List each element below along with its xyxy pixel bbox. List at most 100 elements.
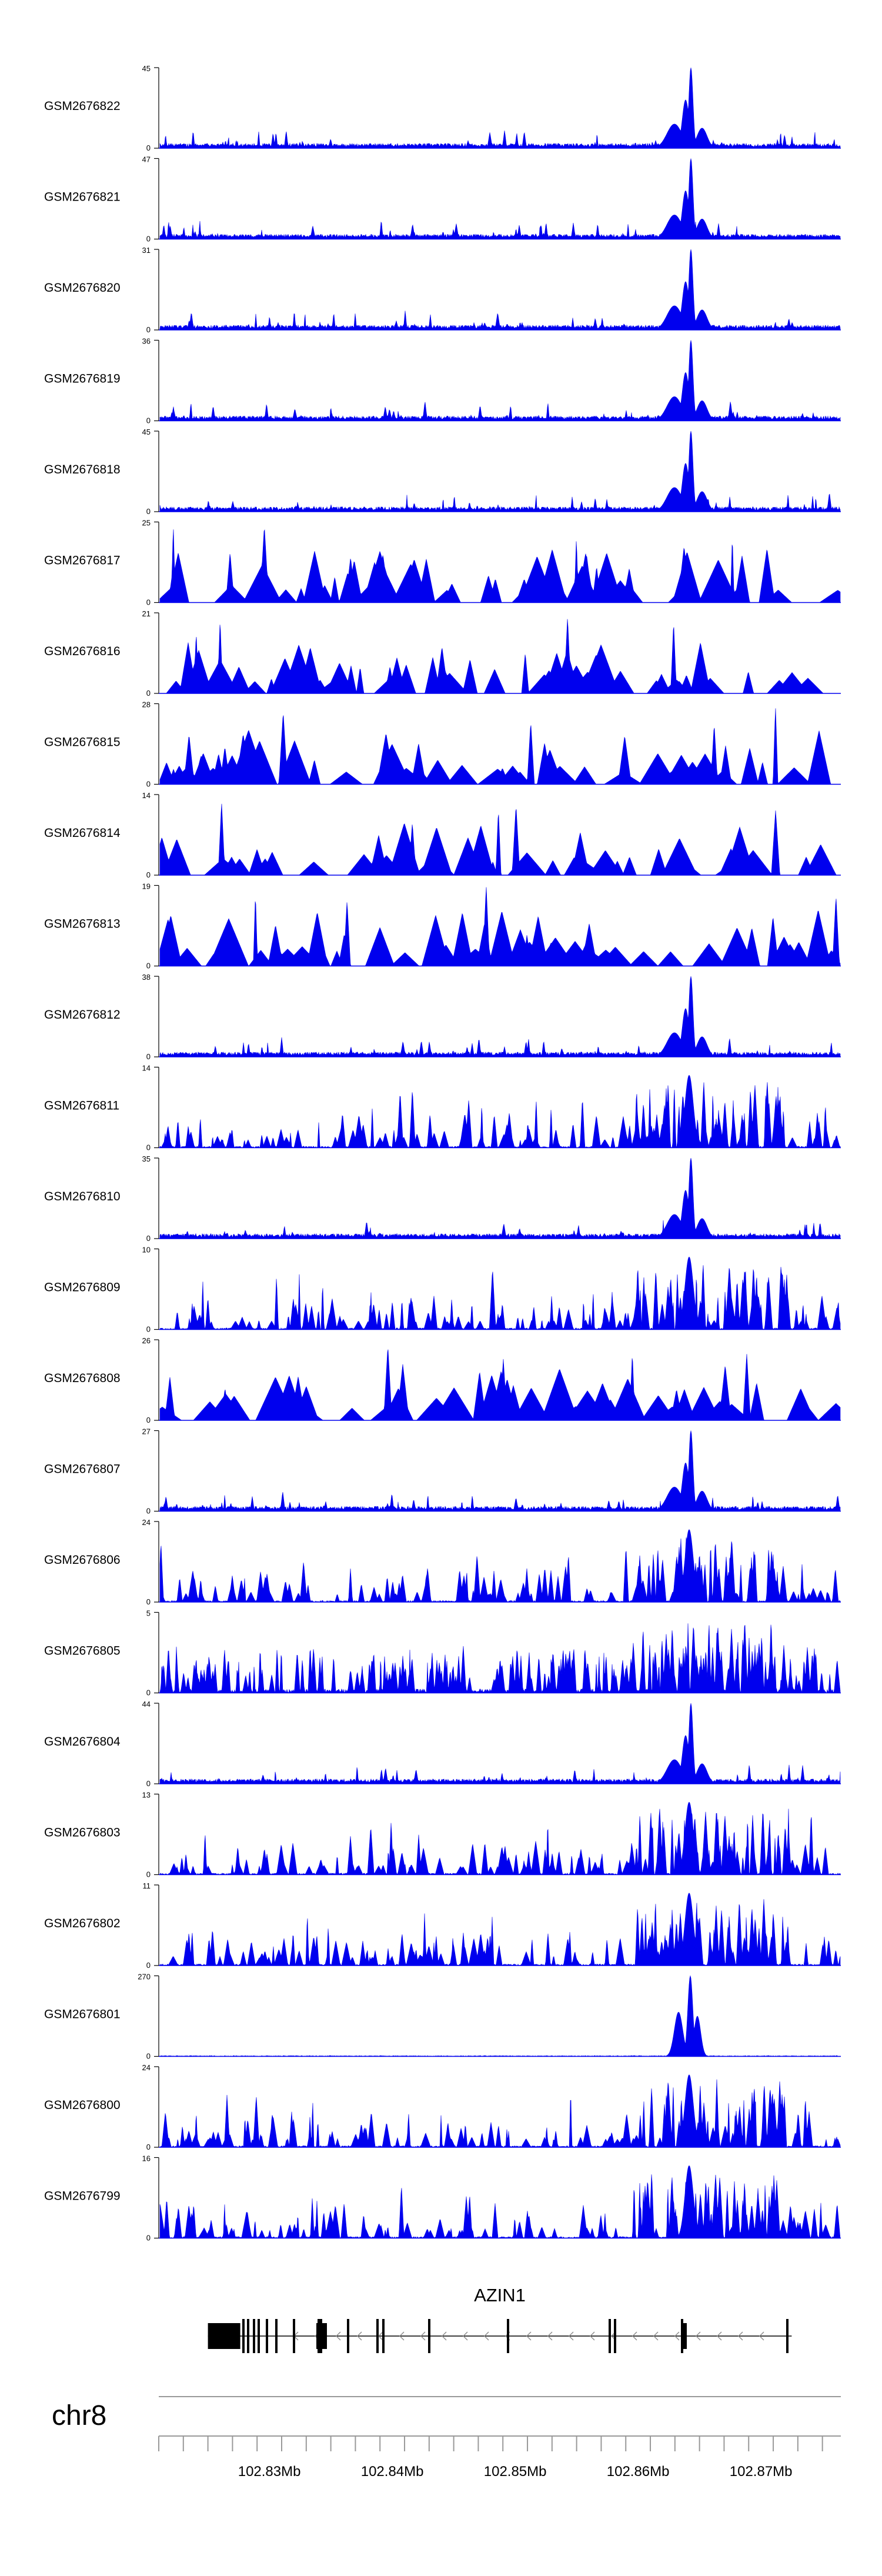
track-ymin-label: 0: [146, 1597, 151, 1606]
strand-arrow: [463, 2331, 468, 2341]
track-ymax-label: 31: [142, 246, 151, 255]
strand-arrow: [399, 2331, 405, 2341]
track-ymax-label: 45: [142, 428, 151, 436]
coverage-area: [159, 2074, 841, 2148]
track-label: GSM2676804: [44, 1735, 121, 1749]
gene-exon: [786, 2319, 789, 2353]
strand-arrow: [759, 2331, 764, 2341]
track-ymin-label: 0: [146, 1416, 151, 1424]
track-GSM2676800: GSM2676800 24 0: [44, 2063, 841, 2151]
gene-model: [208, 2319, 792, 2353]
strand-arrow: [442, 2331, 447, 2341]
coverage-area: [159, 803, 840, 876]
track-ymin-label: 0: [146, 1234, 151, 1243]
track-label: GSM2676812: [44, 1008, 121, 1022]
coverage-area: [159, 340, 841, 421]
track-GSM2676811: GSM2676811 14 0: [44, 1064, 841, 1152]
gene-exon: [347, 2319, 349, 2353]
gene-exon: [507, 2319, 509, 2353]
track-GSM2676802: GSM2676802 11 0: [44, 1881, 841, 1970]
strand-arrow: [336, 2331, 341, 2341]
track-label: GSM2676822: [44, 99, 121, 113]
track-label: GSM2676820: [44, 281, 121, 295]
track-GSM2676803: GSM2676803 13 0: [44, 1791, 841, 1879]
gene-exon: [614, 2319, 616, 2353]
track-ymin-label: 0: [146, 780, 151, 789]
track-ymax-label: 28: [142, 700, 151, 709]
track-GSM2676809: GSM2676809 10 0: [44, 1246, 841, 1334]
strand-arrow: [569, 2331, 574, 2341]
track-label: GSM2676815: [44, 736, 121, 749]
track-label: GSM2676818: [44, 463, 121, 476]
strand-arrow: [357, 2331, 362, 2341]
tick-label: 102.87Mb: [730, 2464, 793, 2480]
track-ymax-label: 13: [142, 1791, 151, 1800]
track-ymin-label: 0: [146, 1052, 151, 1061]
strand-arrow: [420, 2331, 426, 2341]
track-ymax-label: 38: [142, 973, 151, 982]
coverage-area: [159, 158, 841, 239]
coverage-area: [159, 1430, 841, 1511]
track-ymax-label: 10: [142, 1246, 151, 1254]
track-GSM2676815: GSM2676815 28 0: [44, 700, 841, 789]
coverage-area: [159, 67, 841, 149]
coverage-area: [159, 1075, 841, 1149]
track-ymax-label: 14: [142, 1064, 151, 1073]
gene-exon: [681, 2323, 687, 2349]
tick-label: 102.83Mb: [238, 2464, 301, 2480]
coverage-area: [159, 1529, 841, 1603]
track-GSM2676819: GSM2676819 36 0: [44, 337, 841, 425]
chromosome-label: chr8: [52, 2400, 106, 2431]
coverage-area: [160, 619, 840, 694]
track-label: GSM2676800: [44, 2098, 121, 2112]
strand-arrow: [547, 2331, 553, 2341]
track-ymax-label: 45: [142, 64, 151, 73]
coverage-area: [159, 1703, 841, 1784]
gene-exon: [275, 2319, 278, 2353]
track-ymax-label: 16: [142, 2154, 151, 2163]
gene-exon: [247, 2319, 249, 2353]
track-label: GSM2676821: [44, 191, 121, 204]
track-GSM2676801: GSM2676801 270 0: [44, 1973, 841, 2061]
coverage-area: [159, 2165, 841, 2239]
gene-exon: [242, 2319, 245, 2353]
track-ymax-label: 47: [142, 155, 151, 164]
track-ymin-label: 0: [146, 416, 151, 425]
track-ymax-label: 25: [142, 519, 151, 528]
coverage-area: [159, 1623, 841, 1694]
track-ymin-label: 0: [146, 2052, 151, 2061]
track-GSM2676816: GSM2676816 21 0: [44, 609, 841, 698]
track-label: GSM2676813: [44, 917, 121, 931]
track-label: GSM2676807: [44, 1463, 121, 1476]
gene-exon: [428, 2319, 430, 2353]
coverage-area: [159, 887, 841, 967]
track-GSM2676808: GSM2676808 26 0: [44, 1336, 841, 1424]
track-ymin-label: 0: [146, 689, 151, 698]
gene-name: AZIN1: [474, 2285, 526, 2305]
track-ymax-label: 27: [142, 1427, 151, 1436]
track-GSM2676806: GSM2676806 24 0: [44, 1518, 841, 1606]
track-GSM2676810: GSM2676810 35 0: [44, 1154, 841, 1243]
gene-exon: [376, 2319, 379, 2353]
track-ymax-label: 11: [143, 1881, 151, 1890]
gene-exon: [258, 2319, 260, 2353]
track-GSM2676822: GSM2676822 45 0: [44, 64, 841, 152]
coverage-tracks: GSM2676822450GSM2676821470GSM2676820310G…: [44, 64, 841, 2243]
track-label: GSM2676819: [44, 372, 121, 386]
track-ymax-label: 24: [142, 1518, 151, 1527]
strand-arrow: [653, 2331, 659, 2341]
track-GSM2676804: GSM2676804 44 0: [44, 1700, 841, 1788]
track-ymin-label: 0: [146, 962, 151, 970]
track-label: GSM2676803: [44, 1826, 121, 1840]
coverage-area: [159, 1893, 841, 1967]
track-ymin-label: 0: [146, 1507, 151, 1516]
gene-exon: [293, 2319, 295, 2353]
track-GSM2676821: GSM2676821 47 0: [44, 155, 841, 243]
track-ymax-label: 35: [142, 1154, 151, 1163]
track-ymin-label: 0: [146, 507, 151, 516]
strand-arrow: [484, 2331, 489, 2341]
strand-arrow: [717, 2331, 722, 2341]
gene-exon: [382, 2319, 385, 2353]
coverage-area: [159, 1801, 841, 1875]
coverage-area: [159, 1975, 841, 2057]
